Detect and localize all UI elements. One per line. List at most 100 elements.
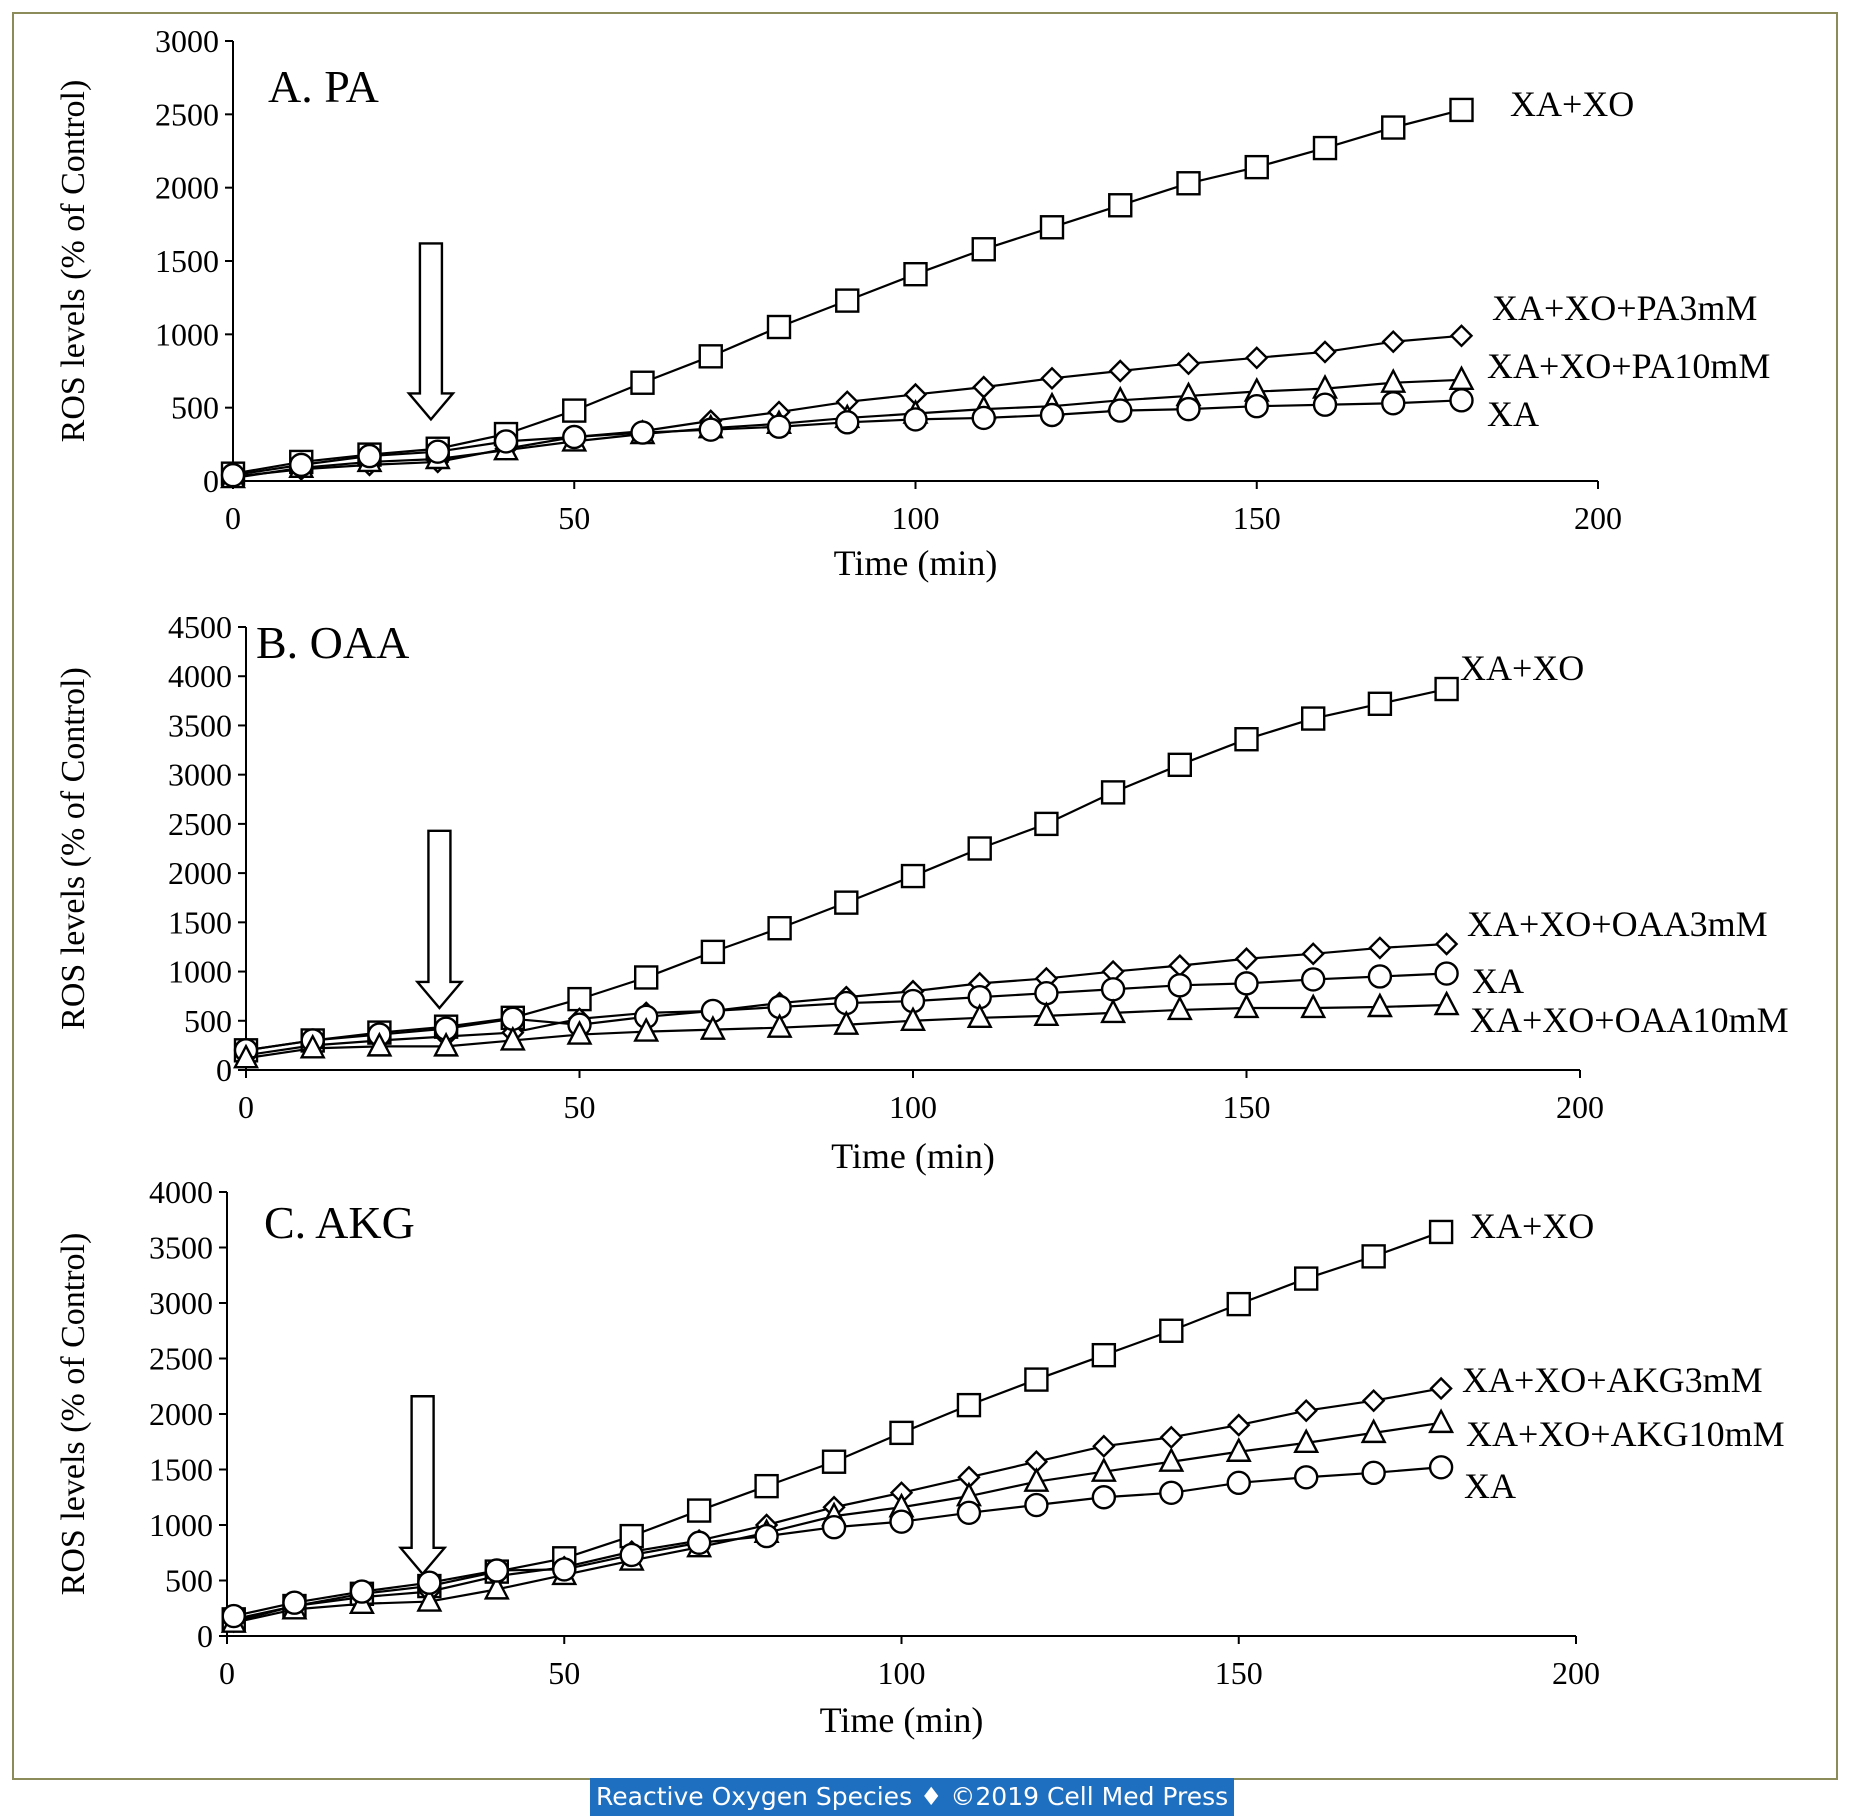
series-label: XA+XO <box>1460 648 1584 688</box>
data-point-triangle <box>766 1013 793 1038</box>
data-point-triangle <box>1023 1467 1050 1492</box>
data-point-diamond <box>1434 932 1459 956</box>
data-point-square <box>766 314 792 340</box>
data-point-diamond <box>1234 947 1259 971</box>
data-point-circle <box>1108 398 1133 423</box>
data-point-circle <box>630 420 655 445</box>
arrow-indicator <box>414 829 465 1010</box>
y-tick-label: 500 <box>171 390 219 426</box>
data-point-triangle <box>1100 998 1127 1024</box>
data-point-square <box>1226 1291 1251 1317</box>
y-tick-label: 1500 <box>149 1452 213 1488</box>
data-point-triangle <box>1433 990 1460 1016</box>
data-point-square <box>1300 706 1326 731</box>
arrow-indicator <box>398 1395 448 1576</box>
data-point-triangle <box>1090 1457 1117 1482</box>
series-label: XA <box>1472 961 1524 1001</box>
data-point-triangle <box>299 1033 326 1059</box>
data-point-square <box>1293 1266 1319 1291</box>
series-label: XA+XO+AKG3mM <box>1462 1360 1763 1400</box>
y-tick-label: 3500 <box>149 1230 213 1266</box>
data-point-square <box>630 370 655 395</box>
y-tick-label: 2500 <box>149 1341 213 1377</box>
data-point-diamond <box>1381 329 1405 354</box>
y-tick-label: 0 <box>197 1618 213 1654</box>
data-point-triangle <box>1366 992 1393 1018</box>
series-label: XA+XO+PA3mM <box>1492 288 1757 328</box>
data-point-circle <box>425 439 450 464</box>
y-tick-label: 4000 <box>149 1174 213 1210</box>
data-point-circle <box>1434 961 1459 986</box>
data-point-triangle <box>416 1587 443 1612</box>
data-point-circle <box>1312 392 1338 417</box>
data-point-square <box>698 344 723 369</box>
data-point-square <box>567 986 592 1012</box>
data-point-square <box>767 916 792 941</box>
y-tick-label: 4500 <box>168 609 232 645</box>
data-point-square <box>1176 171 1201 196</box>
y-axis-label: ROS levels (% of Control) <box>55 667 92 1030</box>
data-point-square <box>1361 1244 1386 1269</box>
data-point-circle <box>357 443 382 469</box>
data-point-square <box>634 965 659 990</box>
data-point-triangle <box>366 1031 393 1057</box>
data-point-square <box>1312 135 1338 161</box>
data-point-diamond <box>1159 1425 1183 1450</box>
data-point-square <box>1244 154 1269 180</box>
series-label: XA+XO+OAA3mM <box>1467 904 1768 944</box>
data-point-circle <box>1091 1485 1117 1510</box>
data-point-diamond <box>1108 359 1132 383</box>
data-point-diamond <box>1168 953 1192 978</box>
data-point-circle <box>971 405 996 431</box>
x-tick-label: 0 <box>238 1089 254 1125</box>
data-point-square <box>956 1392 982 1418</box>
data-point-triangle <box>633 1017 660 1042</box>
data-point-triangle <box>699 1015 726 1040</box>
x-tick-label: 150 <box>1215 1655 1263 1691</box>
data-point-triangle <box>1380 368 1407 393</box>
data-point-diamond <box>1449 324 1474 348</box>
data-point-square <box>1100 780 1126 805</box>
data-point-circle <box>417 1570 442 1595</box>
data-point-square <box>1434 676 1459 702</box>
data-point-circle <box>1381 391 1406 416</box>
y-tick-label: 1500 <box>168 904 232 940</box>
data-point-triangle <box>483 1574 510 1600</box>
y-tick-label: 3000 <box>149 1285 213 1321</box>
x-tick-label: 200 <box>1556 1089 1604 1125</box>
data-point-circle <box>1159 1480 1184 1506</box>
data-point-square <box>1234 727 1259 752</box>
data-point-square <box>900 863 926 889</box>
series-square <box>221 1219 1454 1632</box>
data-point-circle <box>766 414 792 439</box>
data-point-triangle <box>233 1043 259 1069</box>
y-tick-label: 2000 <box>149 1396 213 1432</box>
data-point-square <box>1039 215 1065 240</box>
y-tick-label: 4000 <box>168 658 232 694</box>
data-point-circle <box>1226 1470 1251 1496</box>
x-axis-label: Time (min) <box>820 1700 984 1740</box>
data-point-diamond <box>1176 351 1201 376</box>
data-point-square <box>967 836 992 861</box>
data-point-square <box>1091 1342 1117 1368</box>
data-point-circle <box>1428 1455 1454 1480</box>
x-tick-label: 50 <box>558 500 590 536</box>
series-circle <box>221 1455 1454 1629</box>
data-point-diamond <box>1361 1388 1386 1413</box>
x-tick-label: 0 <box>219 1655 235 1691</box>
data-point-circle <box>1367 964 1393 989</box>
data-point-diamond <box>972 375 996 399</box>
data-point-square <box>834 890 859 915</box>
data-point-triangle <box>1300 993 1327 1019</box>
data-point-circle <box>1039 402 1065 428</box>
data-point-triangle <box>1360 1418 1387 1444</box>
footer-banner: Reactive Oxygen Species ♦ ©2019 Cell Med… <box>590 1778 1235 1816</box>
data-point-circle <box>821 1515 847 1540</box>
data-point-circle <box>562 424 587 450</box>
panel-title: A. PA <box>268 61 379 112</box>
data-point-circle <box>1361 1460 1386 1486</box>
chart-panel-1: 0 500 1000 1500 2000 2500 3000 0 50 100 150 200 Time… <box>55 23 1770 583</box>
data-point-circle <box>1449 388 1474 413</box>
data-point-circle <box>956 1500 982 1525</box>
data-point-square <box>971 237 996 262</box>
